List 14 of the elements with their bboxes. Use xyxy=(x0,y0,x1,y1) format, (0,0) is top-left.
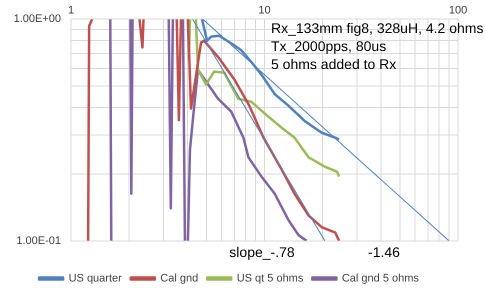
legend-label: US quarter xyxy=(68,272,122,285)
x-tick-label: 10 xyxy=(258,4,271,17)
text: slope_-.78 xyxy=(229,244,295,260)
legend-label: Cal gnd 5 ohms xyxy=(342,272,420,285)
text: -1.46 xyxy=(368,244,400,260)
legend-label: Cal gnd xyxy=(160,272,198,285)
annotation: Tx_2000pps, 80us xyxy=(271,38,386,54)
x-tick-label: 1 xyxy=(68,4,74,17)
annotation: Rx_133mm fig8, 328uH, 4.2 ohms xyxy=(271,20,484,36)
y-tick-label: 1.00E+00 xyxy=(14,13,61,26)
legend-label: US qt 5 ohms xyxy=(236,272,304,285)
annotation: 5 ohms added to Rx xyxy=(271,56,396,72)
y-tick-label: 1.00E-01 xyxy=(16,234,61,247)
x-tick-label: 100 xyxy=(448,4,468,17)
